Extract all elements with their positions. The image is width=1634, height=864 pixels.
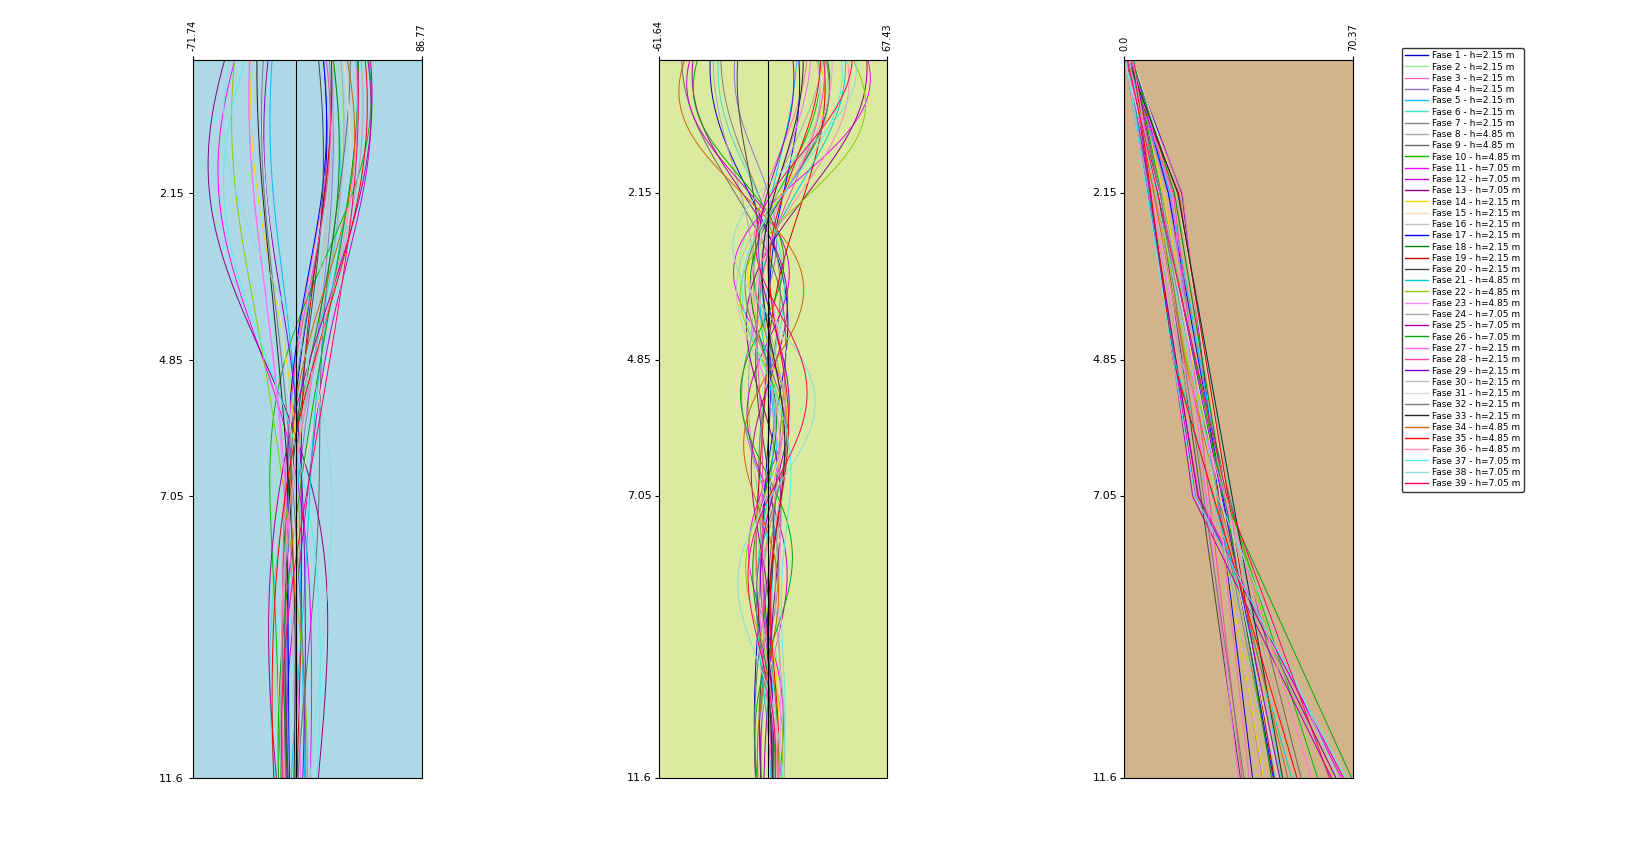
Text: 7.05: 7.05: [1093, 492, 1118, 501]
Text: 4.85: 4.85: [627, 355, 652, 365]
Text: 4.85: 4.85: [1093, 355, 1118, 365]
Text: 11.6: 11.6: [1093, 772, 1118, 783]
Text: 11.6: 11.6: [627, 772, 652, 783]
Text: 2.15: 2.15: [1093, 188, 1118, 199]
Text: 7.05: 7.05: [627, 492, 652, 501]
Text: 2.15: 2.15: [627, 188, 652, 199]
Legend: Fase 1 - h=2.15 m, Fase 2 - h=2.15 m, Fase 3 - h=2.15 m, Fase 4 - h=2.15 m, Fase: Fase 1 - h=2.15 m, Fase 2 - h=2.15 m, Fa…: [1402, 48, 1525, 492]
